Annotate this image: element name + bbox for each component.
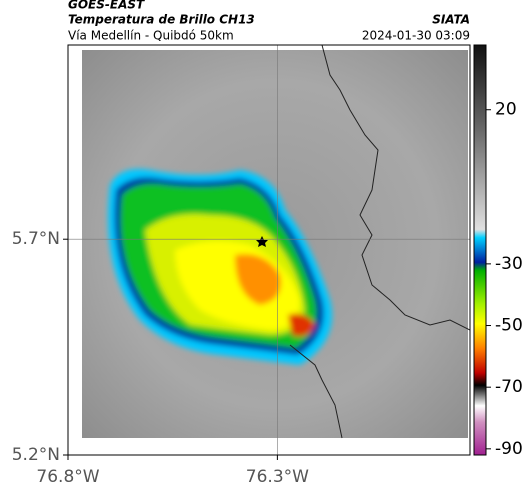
colorbar-tick-label: -70	[495, 377, 523, 397]
colorbar	[473, 44, 487, 456]
source: GOES-EAST	[68, 0, 145, 12]
region: Vía Medellín - Quibdó 50km	[68, 29, 234, 43]
ticks: 5.2°N 5.7°N 76.8°W 76.3°W 20 -30 -50 -70 -90	[12, 100, 523, 487]
x-tick-label: 76.3°W	[246, 467, 309, 487]
product: Temperatura de Brillo CH13	[68, 13, 255, 27]
colorbar-tick-label: 20	[495, 100, 517, 120]
colorbar-tick-label: -50	[495, 316, 523, 336]
colorbar-tick-label: -90	[495, 439, 523, 459]
timestamp: 2024-01-30 03:09	[362, 29, 470, 43]
brand: SIATA	[432, 13, 470, 27]
imagery	[68, 45, 470, 455]
y-tick-label: 5.7°N	[12, 229, 60, 249]
x-tick-label: 76.8°W	[36, 467, 99, 487]
map-frame	[67, 44, 471, 456]
colorbar-tick-label: -30	[495, 254, 523, 274]
y-tick-label: 5.2°N	[12, 445, 60, 465]
